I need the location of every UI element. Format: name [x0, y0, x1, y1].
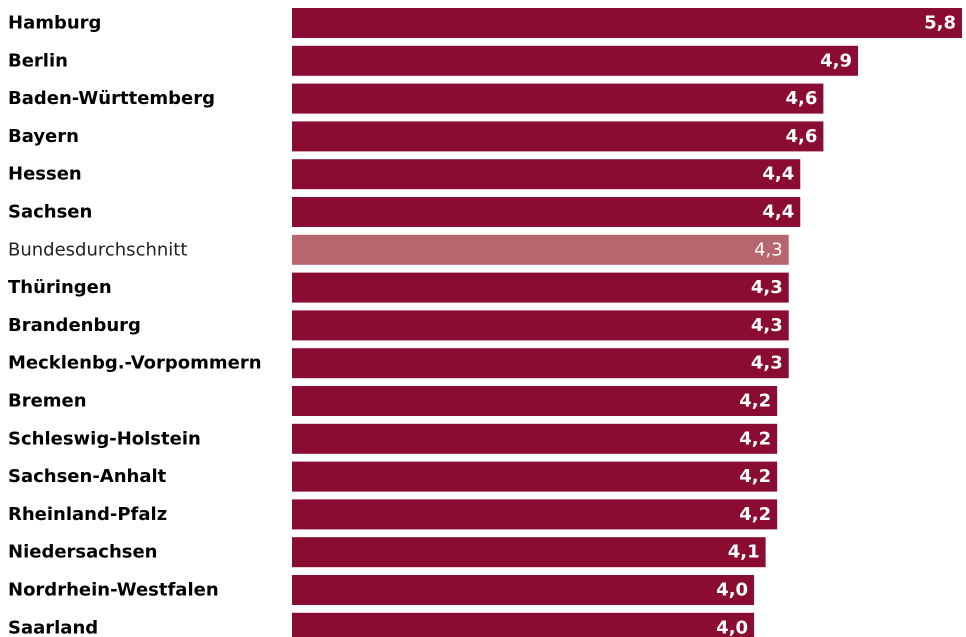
- bar-brandenburg: [292, 310, 789, 340]
- value-label-berlin: 4,9: [820, 50, 852, 71]
- bar-bundesdurchschnitt: [292, 235, 789, 265]
- category-label-berlin: Berlin: [8, 50, 68, 71]
- category-label-baden-wuerttemberg: Baden-Württemberg: [8, 88, 215, 109]
- category-label-brandenburg: Brandenburg: [8, 315, 141, 336]
- category-label-hamburg: Hamburg: [8, 13, 101, 34]
- bar-hessen: [292, 159, 800, 189]
- value-label-rheinland-pfalz: 4,2: [739, 504, 771, 525]
- bar-hamburg: [292, 8, 962, 38]
- bar-niedersachsen: [292, 537, 766, 567]
- bar-berlin: [292, 46, 858, 76]
- value-label-bundesdurchschnitt: 4,3: [754, 239, 783, 260]
- category-label-thueringen: Thüringen: [8, 277, 112, 298]
- category-label-saarland: Saarland: [8, 617, 98, 637]
- bars-group: [292, 8, 962, 637]
- bar-mecklenbg-vorpommern: [292, 348, 789, 378]
- value-label-schleswig-holstein: 4,2: [739, 428, 771, 449]
- category-label-bayern: Bayern: [8, 126, 79, 147]
- bar-sachsen: [292, 197, 800, 227]
- value-label-bremen: 4,2: [739, 391, 771, 412]
- bar-schleswig-holstein: [292, 424, 777, 454]
- value-label-baden-wuerttemberg: 4,6: [785, 88, 817, 109]
- bar-baden-wuerttemberg: [292, 84, 823, 114]
- bar-thueringen: [292, 273, 789, 303]
- category-label-niedersachsen: Niedersachsen: [8, 542, 158, 563]
- category-label-sachsen: Sachsen: [8, 202, 92, 223]
- value-label-hessen: 4,4: [762, 164, 794, 185]
- category-label-schleswig-holstein: Schleswig-Holstein: [8, 428, 201, 449]
- value-label-nordrhein-westfalen: 4,0: [716, 580, 748, 601]
- category-label-mecklenbg-vorpommern: Mecklenbg.-Vorpommern: [8, 353, 262, 374]
- category-label-hessen: Hessen: [8, 164, 82, 185]
- value-label-brandenburg: 4,3: [751, 315, 783, 336]
- bar-rheinland-pfalz: [292, 499, 777, 529]
- bar-bayern: [292, 121, 823, 151]
- value-label-saarland: 4,0: [716, 617, 748, 637]
- value-label-sachsen: 4,4: [762, 202, 794, 223]
- value-label-sachsen-anhalt: 4,2: [739, 466, 771, 487]
- value-label-thueringen: 4,3: [751, 277, 783, 298]
- category-label-bremen: Bremen: [8, 391, 87, 412]
- category-labels: Hamburg Berlin Baden-Württemberg Bayern Hess…: [8, 13, 262, 637]
- value-label-bayern: 4,6: [785, 126, 817, 147]
- bar-sachsen-anhalt: [292, 462, 777, 492]
- value-label-hamburg: 5,8: [924, 13, 956, 34]
- bar-nordrhein-westfalen: [292, 575, 754, 605]
- category-label-nordrhein-westfalen: Nordrhein-Westfalen: [8, 580, 219, 601]
- category-label-bundesdurchschnitt: Bundesdurchschnitt: [8, 239, 187, 260]
- bar-saarland: [292, 613, 754, 637]
- category-label-rheinland-pfalz: Rheinland-Pfalz: [8, 504, 167, 525]
- category-label-sachsen-anhalt: Sachsen-Anhalt: [8, 466, 167, 487]
- value-label-mecklenbg-vorpommern: 4,3: [751, 353, 783, 374]
- bar-bremen: [292, 386, 777, 416]
- value-label-niedersachsen: 4,1: [728, 542, 760, 563]
